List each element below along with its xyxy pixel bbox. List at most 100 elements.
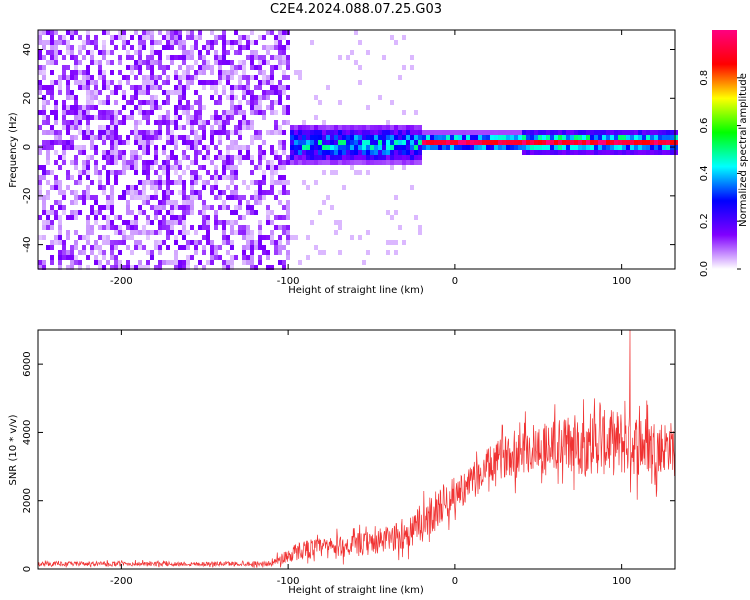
spectrogram-cell [190, 225, 194, 230]
spectrogram-cell [262, 55, 266, 60]
spectrogram-cell [102, 30, 106, 35]
spectrogram-cell [230, 85, 234, 90]
spectrogram-cell [110, 265, 114, 270]
spectrogram-cell [154, 195, 158, 200]
spectrogram-cell [162, 150, 166, 155]
spectrogram-cell [58, 40, 62, 45]
spectrogram-cell [266, 165, 270, 170]
spectrogram-cell [258, 180, 262, 185]
spectrogram-cell [498, 130, 502, 135]
spectrogram-cell [130, 190, 134, 195]
spectrogram-cell [58, 75, 62, 80]
spectrogram-cell [102, 225, 106, 230]
spectrogram-cell [546, 150, 550, 155]
spectrogram-cell [130, 100, 134, 105]
spectrogram-cell [206, 40, 210, 45]
spectrogram-cell [270, 265, 274, 270]
spectrogram-cell [118, 250, 122, 255]
spectrogram-cell [574, 150, 578, 155]
spectrogram-cell [310, 125, 314, 130]
spectrogram-cell [482, 145, 486, 150]
spectrogram-cell [414, 125, 418, 130]
spectrogram-cell [146, 55, 150, 60]
spectrogram-cell [66, 65, 70, 70]
spectrogram-cell [258, 240, 262, 245]
spectrogram-cell [378, 95, 382, 100]
spectrogram-cell [578, 140, 582, 145]
spectrogram-cell [114, 100, 118, 105]
spectrogram-cell [222, 170, 226, 175]
spectrogram-cell [42, 165, 46, 170]
spectrogram-cell [234, 185, 238, 190]
spectrogram-cell [126, 65, 130, 70]
spectrogram-cell [614, 130, 618, 135]
spectrogram-cell [150, 130, 154, 135]
spectrogram-cell [642, 140, 646, 145]
spectrogram-cell [290, 150, 294, 155]
spectrogram-cell [182, 225, 186, 230]
spectrogram-cell [46, 160, 50, 165]
spectrogram-cell [142, 40, 146, 45]
spectrogram-cell [286, 240, 290, 245]
spectrogram-cell [302, 160, 306, 165]
spectrogram-cell [246, 155, 250, 160]
spectrogram-cell [290, 235, 294, 240]
spectrogram-cell [58, 80, 62, 85]
spectrogram-cell [178, 125, 182, 130]
spectrogram-cell [198, 55, 202, 60]
spectrogram-cell [402, 145, 406, 150]
spectrogram-cell [166, 95, 170, 100]
spectrogram-cell [218, 80, 222, 85]
spectrogram-cell [418, 135, 422, 140]
spectrogram-cell [262, 170, 266, 175]
spectrogram-cell [82, 150, 86, 155]
spectrogram-cell [158, 30, 162, 35]
spectrogram-cell [434, 145, 438, 150]
spectrogram-cell [254, 100, 258, 105]
spectrogram-cell [242, 45, 246, 50]
spectrogram-cell [306, 185, 310, 190]
spectrogram-cell [638, 130, 642, 135]
spectrogram-cell [394, 160, 398, 165]
spectrogram-cell [82, 160, 86, 165]
snr-x-tick-label: 0 [452, 576, 458, 587]
spectrogram-cell [70, 160, 74, 165]
spectrogram-cell [306, 255, 310, 260]
spectrogram-cell [46, 215, 50, 220]
spectrogram-cell [522, 130, 526, 135]
spectrogram-cell [182, 180, 186, 185]
spectrogram-cell [198, 50, 202, 55]
spectrogram-cell [626, 135, 630, 140]
spectrogram-cell [362, 135, 366, 140]
spectrogram-cell [246, 235, 250, 240]
spectrogram-cell [258, 255, 262, 260]
spectrogram-cell [358, 150, 362, 155]
spectrogram-cell [222, 175, 226, 180]
spectrogram-cell [162, 145, 166, 150]
spectrogram-cell [190, 205, 194, 210]
spectrogram-cell [314, 130, 318, 135]
spectrogram-cell [282, 245, 286, 250]
spectrogram-cell [346, 160, 350, 165]
spectrogram-cell [198, 35, 202, 40]
spectrogram-cell [198, 260, 202, 265]
spectrogram-cell [66, 120, 70, 125]
spectrogram-cell [414, 160, 418, 165]
spectrogram-cell [110, 240, 114, 245]
spectrogram-cell [166, 210, 170, 215]
spectrogram-cell [442, 130, 446, 135]
spectrogram-cell [562, 145, 566, 150]
spectrogram-cell [214, 155, 218, 160]
spectrogram-cell [370, 150, 374, 155]
spectrogram-cell [102, 115, 106, 120]
spectrogram-cell [398, 140, 402, 145]
spectrogram-cell [102, 110, 106, 115]
spectrogram-cell [94, 40, 98, 45]
spectrogram-cell [454, 145, 458, 150]
spectrogram-cell [286, 180, 290, 185]
spectrogram-cell [258, 150, 262, 155]
spectrogram-cell [70, 55, 74, 60]
spectrogram-cell [70, 90, 74, 95]
spectrogram-cell [486, 130, 490, 135]
spectrogram-cell [50, 260, 54, 265]
